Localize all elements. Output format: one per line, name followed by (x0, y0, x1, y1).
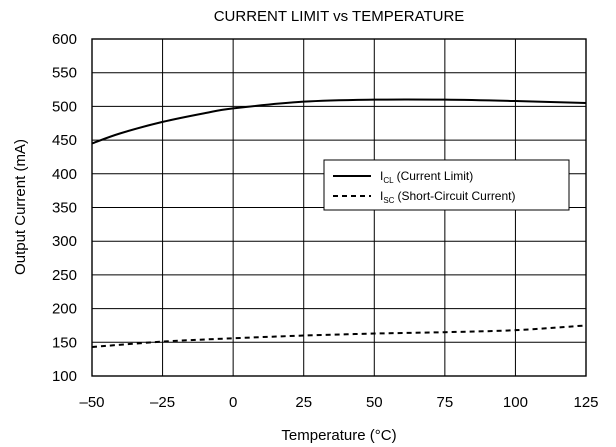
legend-box (323, 159, 570, 211)
y-tick-label: 500 (52, 98, 77, 115)
legend: ICL (Current Limit) ISC (Short-Circuit Curr… (323, 159, 570, 211)
y-tick-labels: 100 150 200 250 300 350 400 450 500 550 600 (52, 31, 77, 385)
y-tick-label: 400 (52, 166, 77, 183)
x-tick-label: –50 (79, 394, 104, 411)
y-tick-label: 350 (52, 200, 77, 217)
plot-frame (91, 38, 587, 377)
x-axis-label: Temperature (°C) (281, 427, 396, 444)
x-tick-label: 50 (366, 394, 383, 411)
chart-title: CURRENT LIMIT vs TEMPERATURE (214, 8, 465, 25)
y-tick-label: 100 (52, 368, 77, 385)
x-tick-label: –25 (150, 394, 175, 411)
legend-label-sc: ISC (Short-Circuit Current) (380, 189, 516, 205)
x-tick-labels: –50 –25 0 25 50 75 100 125 (79, 394, 598, 411)
y-tick-label: 150 (52, 334, 77, 351)
x-tick-label: 0 (229, 394, 237, 411)
x-tick-label: 25 (295, 394, 312, 411)
y-tick-label: 600 (52, 31, 77, 48)
x-tick-label: 125 (573, 394, 598, 411)
x-tick-label: 75 (437, 394, 454, 411)
y-tick-label: 300 (52, 233, 77, 250)
y-tick-label: 200 (52, 301, 77, 318)
series-line-cl (91, 98, 587, 145)
series-line-sc (91, 324, 587, 349)
series-layer (91, 98, 587, 349)
x-tick-label: 100 (503, 394, 528, 411)
legend-label-cl: ICL (Current Limit) (380, 169, 473, 185)
y-tick-label: 450 (52, 132, 77, 149)
y-tick-label: 250 (52, 267, 77, 284)
y-tick-label: 550 (52, 65, 77, 82)
y-axis-label: Output Current (mA) (12, 139, 29, 275)
